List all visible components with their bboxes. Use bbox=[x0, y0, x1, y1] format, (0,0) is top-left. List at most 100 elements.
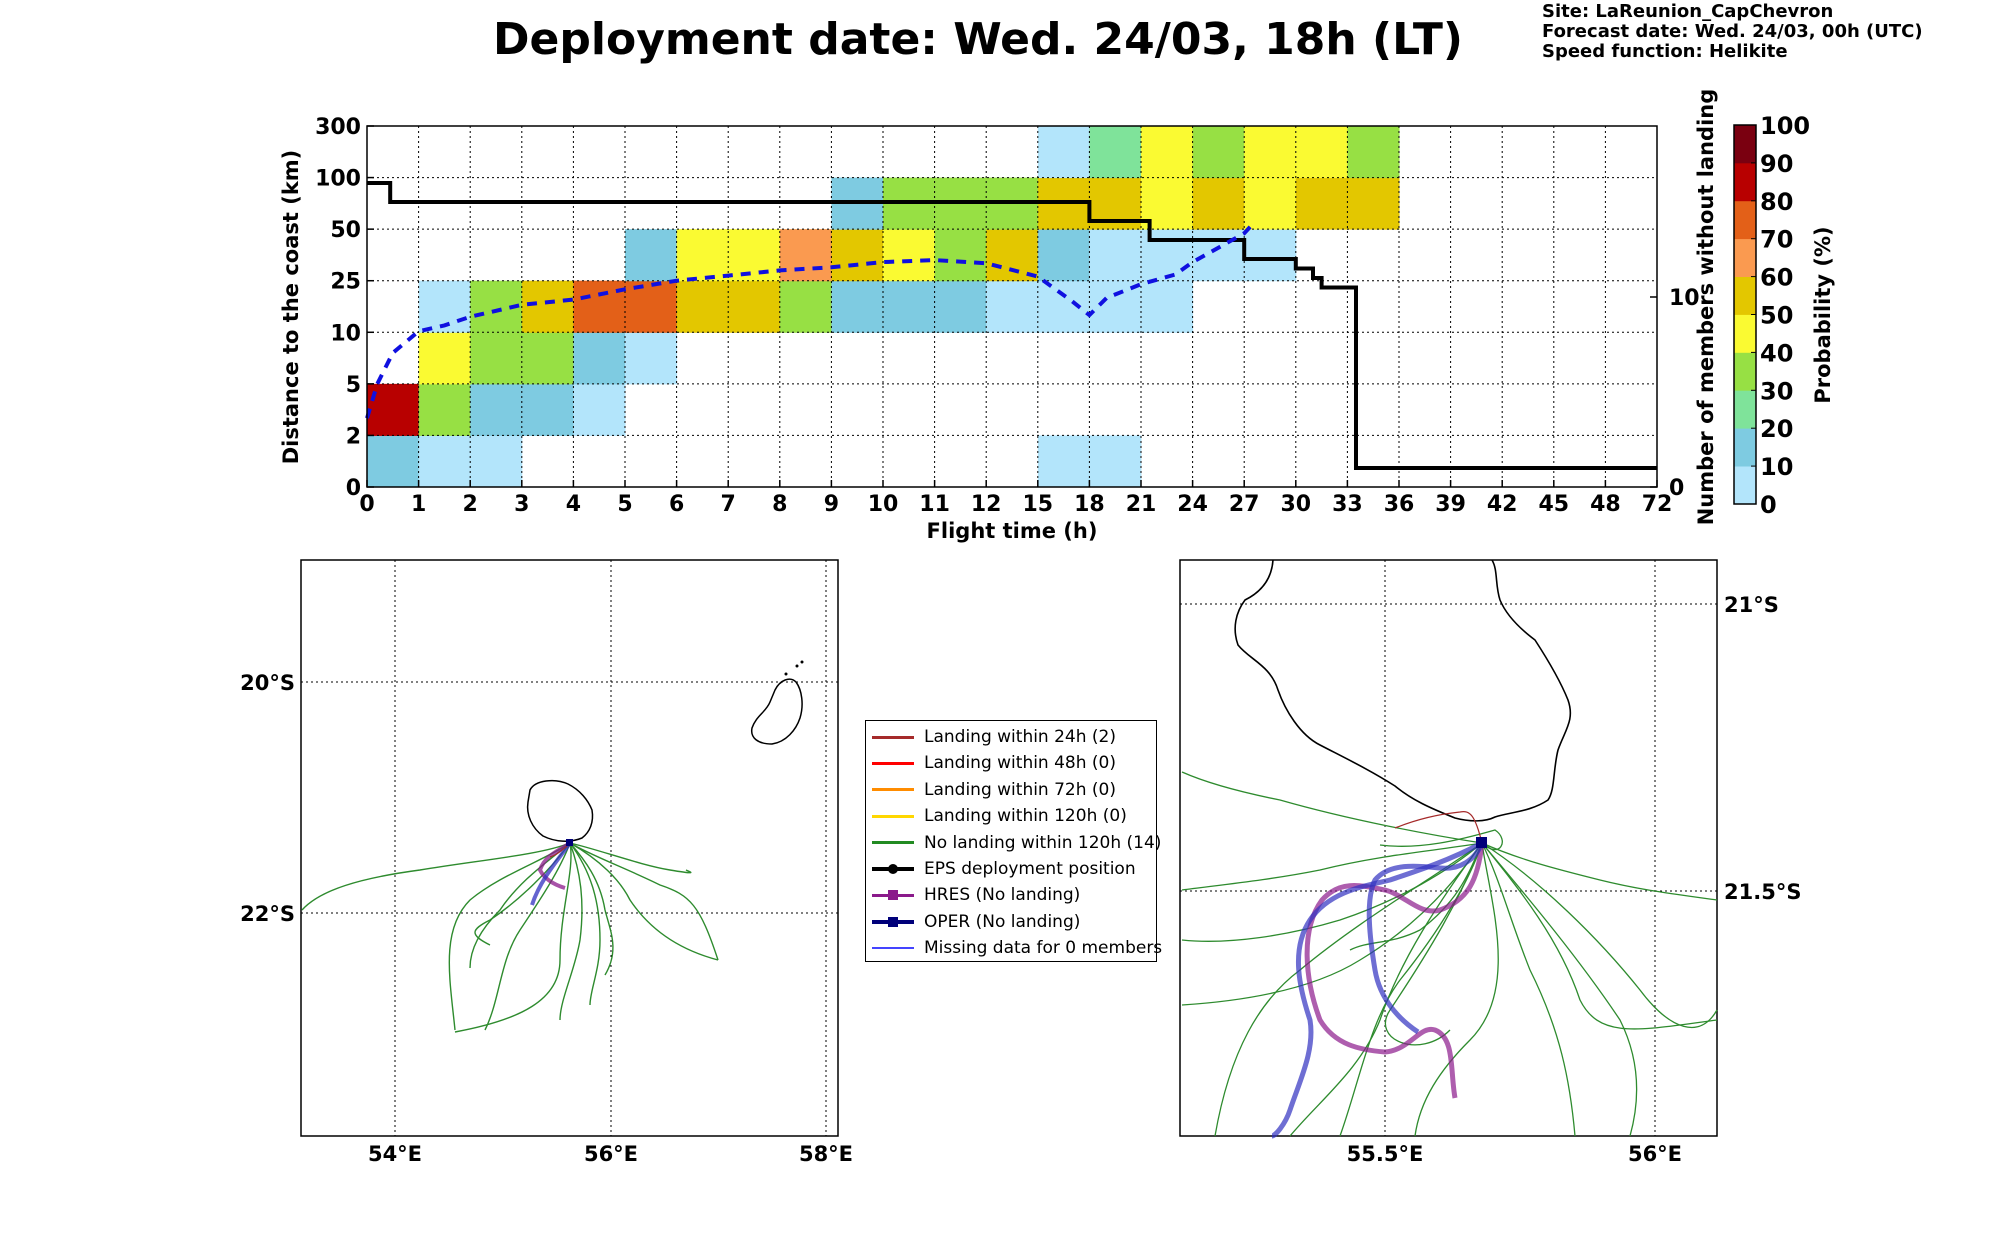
mauritius-island-outline bbox=[750, 678, 803, 745]
y-tick-label: 50 bbox=[330, 218, 361, 243]
heatmap-cell bbox=[1192, 177, 1245, 230]
x-tick-label: 33 bbox=[1332, 492, 1363, 517]
left-map-ensemble-track bbox=[569, 842, 692, 874]
x-tick-label: 0 bbox=[359, 492, 374, 517]
legend-line-swatch bbox=[872, 788, 914, 792]
x-tick-label: 27 bbox=[1229, 492, 1260, 517]
heatmap-cell bbox=[1141, 280, 1194, 333]
legend-label: Landing within 24h (2) bbox=[924, 727, 1117, 747]
heatmap-cell bbox=[418, 435, 471, 488]
legend-line-swatch bbox=[872, 761, 914, 765]
heatmap-cell bbox=[625, 280, 678, 333]
y-axis-label: Distance to the coast (km) bbox=[279, 150, 303, 465]
heatmap-cell bbox=[728, 229, 781, 282]
heatmap-cell bbox=[521, 280, 574, 333]
members-without-landing-line bbox=[367, 181, 1657, 470]
right-map-ensemble-track bbox=[1181, 842, 1483, 1006]
heatmap-cell bbox=[1244, 177, 1297, 230]
right-map-lat-label: 21.5°S bbox=[1724, 880, 1801, 904]
x-tick-label: 6 bbox=[669, 492, 684, 517]
left-map-ensemble-track bbox=[448, 842, 571, 1031]
site-label: Site: LaReunion_CapChevron bbox=[1542, 1, 1834, 22]
heatmap-cell bbox=[1089, 229, 1142, 282]
legend-symbol bbox=[872, 780, 914, 800]
reunion-island-outline bbox=[526, 779, 594, 842]
right-map-ensemble-track bbox=[1481, 842, 1638, 1137]
right-map-hres-track bbox=[1304, 842, 1485, 1099]
heatmap-cell bbox=[1141, 126, 1194, 179]
right-map-ensemble-track bbox=[1289, 842, 1483, 1137]
x-tick-label: 1 bbox=[411, 492, 426, 517]
x-tick-label: 21 bbox=[1126, 492, 1157, 517]
x-tick-label: 10 bbox=[868, 492, 899, 517]
left-map-hres-track bbox=[537, 841, 572, 890]
heatmap-cell bbox=[934, 280, 987, 333]
right-map-ensemble-track bbox=[1379, 829, 1503, 851]
left-map-deployment-marker bbox=[566, 839, 573, 846]
heatmap-cell bbox=[831, 229, 884, 282]
legend-label: HRES (No landing) bbox=[924, 885, 1081, 906]
x-tick-label: 36 bbox=[1384, 492, 1415, 517]
heatmap-cell bbox=[625, 332, 678, 385]
colorbar-tick-label: 30 bbox=[1760, 377, 1793, 405]
heatmap-cell bbox=[573, 332, 626, 385]
heatmap-cell bbox=[986, 280, 1039, 333]
x-tick-label: 18 bbox=[1074, 492, 1105, 517]
colorbar-segment bbox=[1734, 276, 1756, 315]
colorbar-tick-label: 70 bbox=[1760, 226, 1793, 254]
legend-item: Landing within 24h (2) bbox=[872, 725, 1116, 749]
heatmap-cell bbox=[779, 280, 832, 333]
colorbar-tick-label: 100 bbox=[1760, 112, 1810, 140]
left-map-ensemble-track bbox=[569, 842, 614, 976]
colorbar-segment bbox=[1734, 428, 1756, 467]
right-map-oper-track bbox=[1366, 841, 1485, 1035]
heatmap-cell bbox=[418, 383, 471, 436]
left-map-ensemble-track bbox=[569, 842, 719, 961]
right-map-lat-label: 21°S bbox=[1724, 593, 1779, 617]
left-map-lat-label: 20°S bbox=[240, 671, 295, 695]
left-map-ensemble-track bbox=[569, 842, 719, 961]
heatmap-cell bbox=[418, 332, 471, 385]
y-tick-label: 100 bbox=[315, 167, 361, 192]
left-map-ensemble-track bbox=[559, 842, 583, 1021]
heatmap-cell bbox=[779, 229, 832, 282]
heatmap-cell bbox=[1089, 126, 1142, 179]
legend-item: EPS deployment position bbox=[872, 857, 1136, 881]
heatmap-cell bbox=[1192, 126, 1245, 179]
legend-marker bbox=[888, 890, 898, 901]
legend-item: No landing within 120h (14) bbox=[872, 831, 1161, 855]
legend-line-swatch bbox=[872, 841, 914, 845]
right-map-ensemble-track bbox=[1481, 842, 1718, 1030]
colorbar-tick-label: 20 bbox=[1760, 415, 1793, 443]
legend-symbol bbox=[872, 938, 914, 958]
y2-tick-label: 10 bbox=[1669, 286, 1700, 311]
heatmap-cell bbox=[676, 229, 729, 282]
right-map-ensemble-track bbox=[1481, 842, 1576, 1137]
x-tick-label: 42 bbox=[1487, 492, 1518, 517]
left-map-ensemble-track bbox=[569, 842, 601, 1006]
x-tick-label: 8 bbox=[772, 492, 787, 517]
heatmap-grid bbox=[367, 126, 1657, 487]
right-map-deployment-marker bbox=[1476, 837, 1487, 848]
heatmap-cell bbox=[1037, 229, 1090, 282]
legend-line-swatch bbox=[872, 814, 914, 818]
y-tick-label: 5 bbox=[346, 373, 361, 398]
left-map-ensemble-track bbox=[484, 842, 571, 1031]
heatmap-cell bbox=[1037, 435, 1090, 488]
colorbar-segment bbox=[1734, 466, 1756, 505]
left-map-lon-label: 56°E bbox=[584, 1142, 638, 1166]
legend-symbol bbox=[872, 727, 914, 747]
heatmap-cell bbox=[934, 229, 987, 282]
legend-item: OPER (No landing) bbox=[872, 910, 1080, 934]
speed-function-label: Speed function: Helikite bbox=[1542, 41, 1788, 62]
colorbar-tick-label: 10 bbox=[1760, 453, 1793, 481]
legend-symbol bbox=[872, 806, 914, 826]
heatmap-cell bbox=[1089, 435, 1142, 488]
right-map-ensemble-track bbox=[1181, 842, 1483, 891]
right-map-landing-track bbox=[1394, 811, 1483, 844]
legend-marker bbox=[888, 916, 898, 927]
left-map-ensemble-track bbox=[454, 842, 572, 1033]
islet bbox=[784, 672, 788, 676]
heatmap-cell bbox=[831, 280, 884, 333]
